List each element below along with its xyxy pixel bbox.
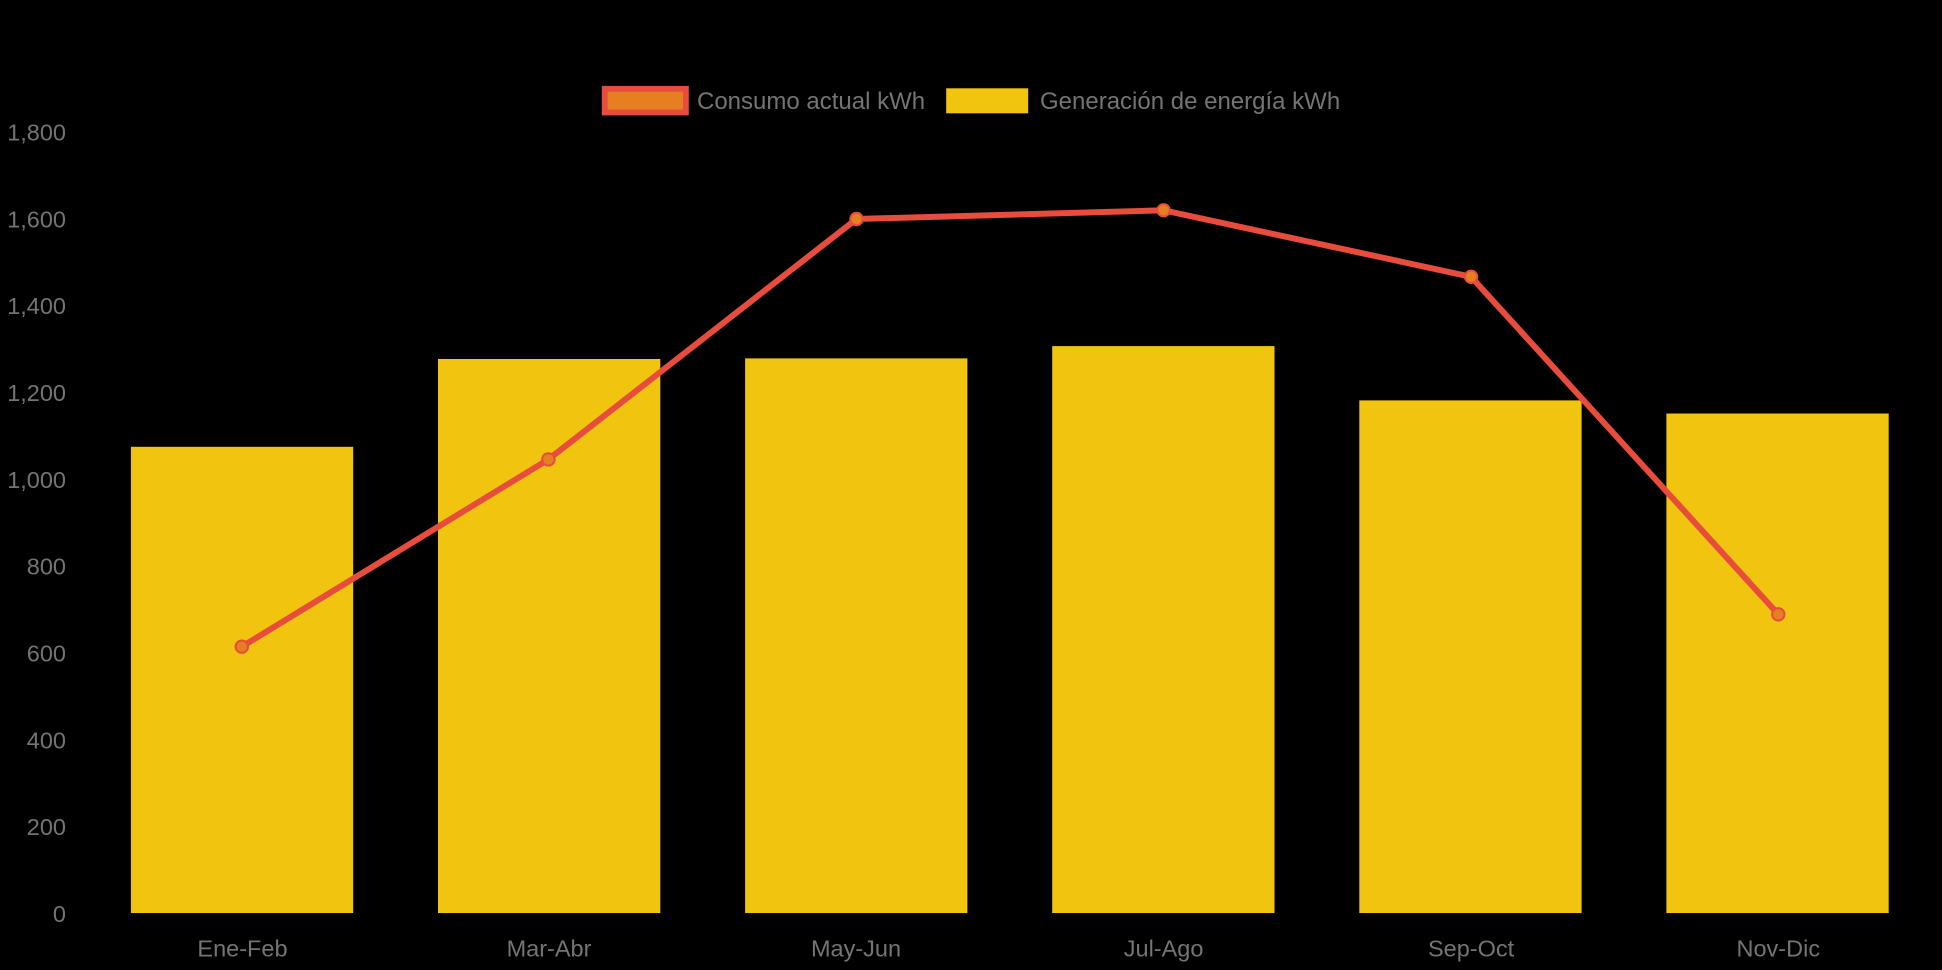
- svg-text:Generación de energía kWh: Generación de energía kWh: [1040, 88, 1340, 115]
- svg-text:1,600: 1,600: [7, 206, 66, 232]
- svg-text:0: 0: [53, 901, 66, 927]
- svg-text:1,400: 1,400: [7, 293, 66, 319]
- svg-text:Jul-Ago: Jul-Ago: [1124, 936, 1204, 962]
- svg-text:200: 200: [27, 814, 66, 840]
- svg-text:1,200: 1,200: [7, 380, 66, 406]
- svg-text:1,000: 1,000: [7, 467, 66, 493]
- svg-text:600: 600: [27, 641, 66, 667]
- svg-text:Ene-Feb: Ene-Feb: [197, 936, 287, 962]
- svg-text:Consumo actual kWh: Consumo actual kWh: [697, 88, 925, 115]
- svg-text:1,800: 1,800: [7, 120, 66, 146]
- svg-text:May-Jun: May-Jun: [811, 936, 901, 962]
- svg-text:Mar-Abr: Mar-Abr: [507, 936, 592, 962]
- svg-text:Nov-Dic: Nov-Dic: [1737, 936, 1821, 962]
- svg-text:800: 800: [27, 554, 66, 580]
- svg-text:400: 400: [27, 727, 66, 753]
- svg-text:Sep-Oct: Sep-Oct: [1428, 936, 1515, 962]
